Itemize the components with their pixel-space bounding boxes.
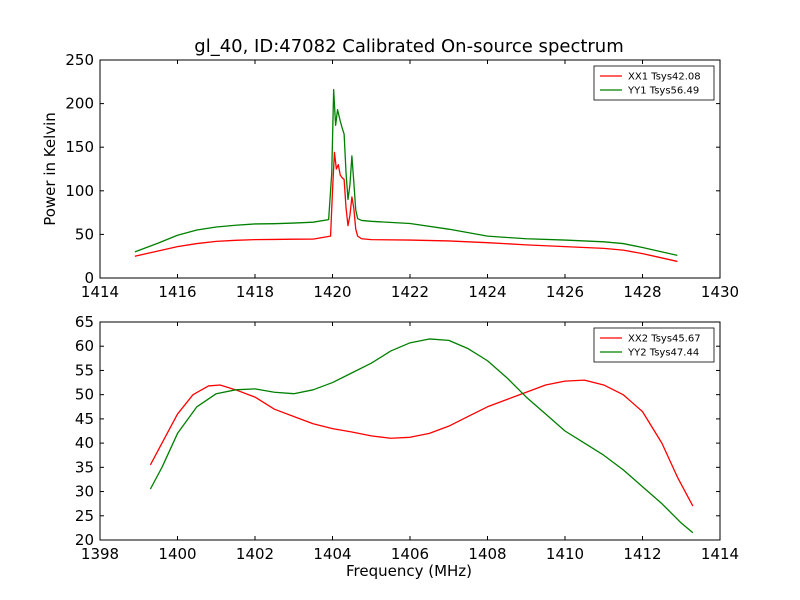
legend: XX2 Tsys45.67 YY2 Tsys47.44 <box>593 327 715 363</box>
y-tick-label: 55 <box>75 361 94 379</box>
y-axis-label: Power in Kelvin <box>41 112 59 226</box>
y-tick-label: 30 <box>75 483 94 501</box>
series-line-1 <box>134 151 678 263</box>
series-line-2 <box>134 89 678 256</box>
y-tick-label: 50 <box>75 225 94 243</box>
x-axis-label: Frequency (MHz) <box>346 562 472 580</box>
legend: XX1 Tsys42.08 YY1 Tsys56.49 <box>593 65 715 101</box>
x-tick-label: 1416 <box>158 283 196 301</box>
y-tick-label: 60 <box>75 337 94 355</box>
x-tick-label: 1428 <box>623 283 661 301</box>
x-tick-label: 1424 <box>468 283 506 301</box>
x-tick-label: 1430 <box>701 283 739 301</box>
y-tick-label: 20 <box>75 531 94 549</box>
x-tick-label: 1400 <box>158 545 196 563</box>
legend-entry: YY1 Tsys56.49 <box>627 86 699 97</box>
x-tick-label: 1404 <box>313 545 351 563</box>
x-tick-label: 1406 <box>391 545 429 563</box>
y-tick-label: 25 <box>75 507 94 525</box>
y-tick-label: 50 <box>75 386 94 404</box>
top-panel: 1414 1416 1418 1420 1422 1424 1426 1428 1430 0 50 1… <box>41 51 739 301</box>
x-tick-label: 1412 <box>623 545 661 563</box>
x-tick-label: 1418 <box>236 283 274 301</box>
y-tick-label: 35 <box>75 458 94 476</box>
legend-entry: YY2 Tsys47.44 <box>627 348 699 359</box>
y-tick-label: 40 <box>75 434 94 452</box>
y-tick-label: 150 <box>65 138 94 156</box>
figure-title: gl_40, ID:47082 Calibrated On-source spe… <box>194 36 623 57</box>
x-tick-label: 1426 <box>546 283 584 301</box>
legend-entry: XX1 Tsys42.08 <box>628 72 701 83</box>
x-tick-label: 1398 <box>81 545 119 563</box>
series-line-1 <box>149 379 694 507</box>
x-tick-label: 1408 <box>468 545 506 563</box>
x-tick-label: 1410 <box>546 545 584 563</box>
y-tick-label: 45 <box>75 410 94 428</box>
legend-box <box>593 65 715 101</box>
legend-box <box>593 327 715 363</box>
x-tick-label: 1422 <box>391 283 429 301</box>
series-line-2 <box>149 338 694 534</box>
x-tick-label: 1420 <box>313 283 351 301</box>
y-tick-label: 200 <box>65 95 94 113</box>
y-tick-label: 0 <box>84 269 94 287</box>
y-tick-label: 250 <box>65 51 94 69</box>
bottom-panel: 1398 1400 1402 1404 1406 1408 1410 1412 1414 20 25… <box>75 313 739 563</box>
y-tick-label: 65 <box>75 313 94 331</box>
x-tick-label: 1414 <box>701 545 739 563</box>
y-tick-label: 100 <box>65 182 94 200</box>
x-tick-label: 1414 <box>81 283 119 301</box>
legend-entry: XX2 Tsys45.67 <box>628 334 701 345</box>
x-tick-label: 1402 <box>236 545 274 563</box>
